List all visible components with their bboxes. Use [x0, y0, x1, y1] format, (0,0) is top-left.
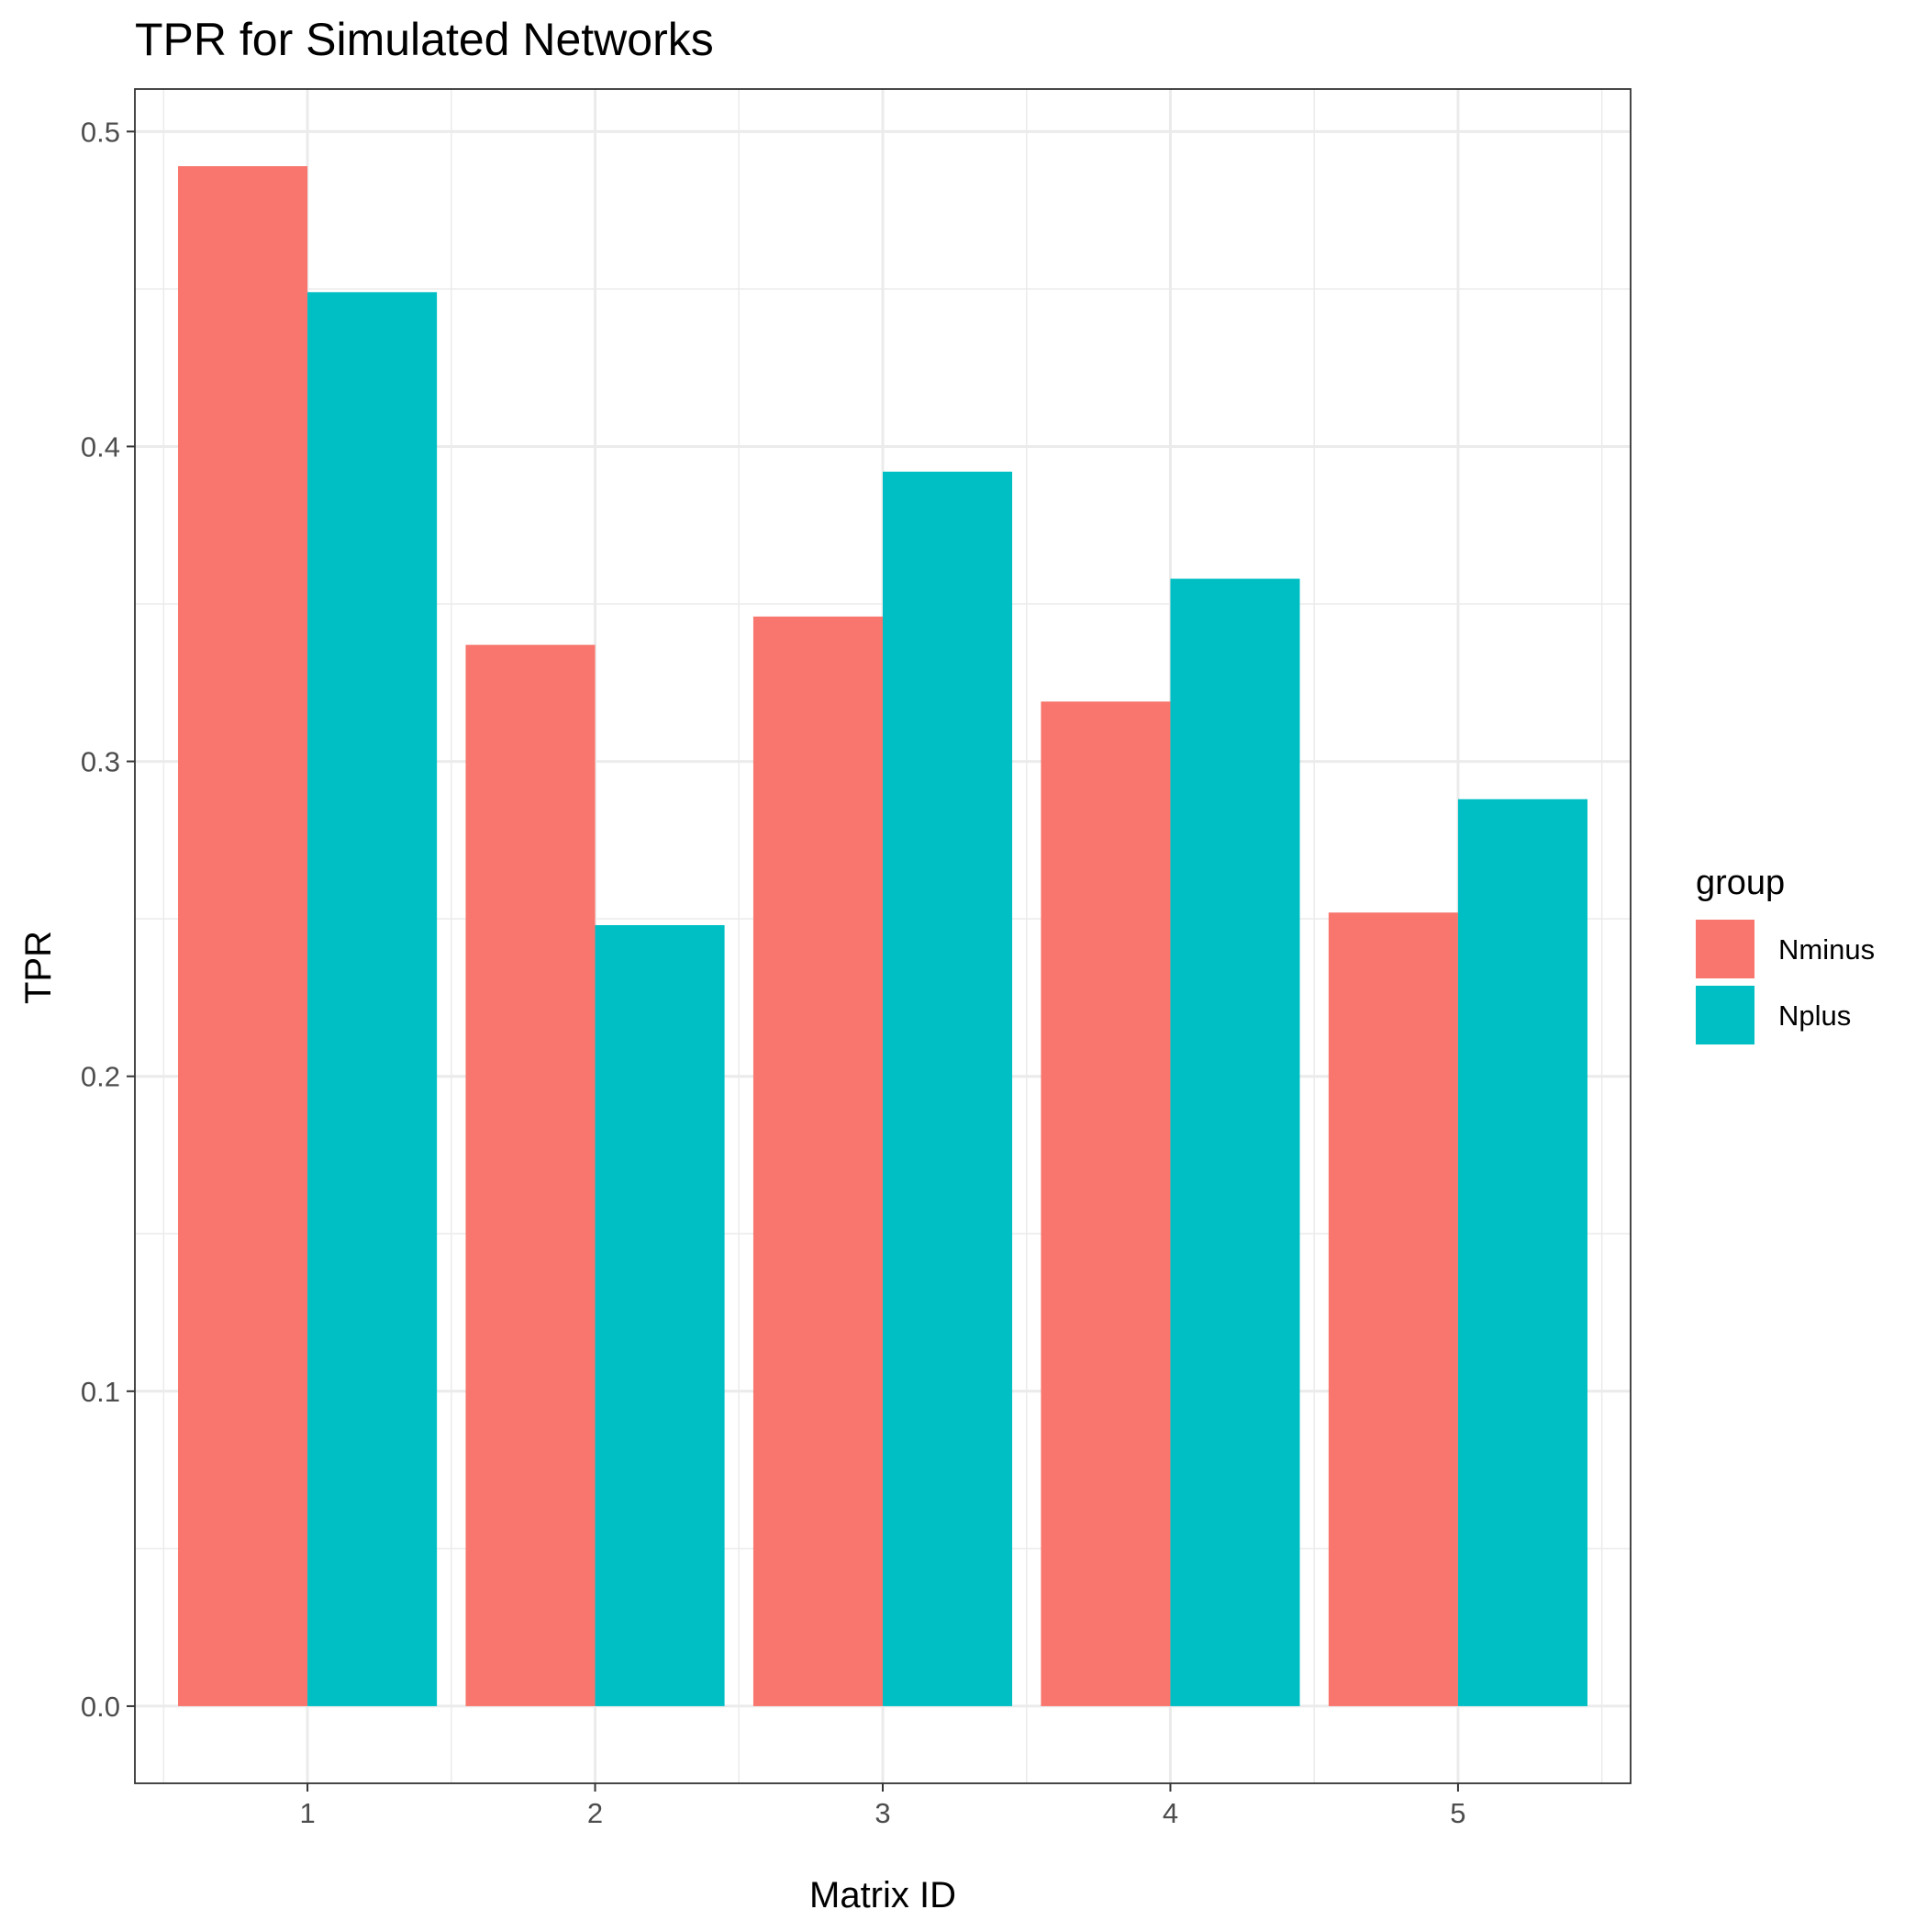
legend-key-nminus [1696, 920, 1754, 978]
y-axis-title: TPR [18, 931, 59, 1004]
axes: 0.0 0.1 0.2 0.3 0.4 0.5 1 2 3 4 5 [81, 88, 1632, 1829]
bar-nplus-1 [307, 292, 438, 1706]
x-tick-label: 1 [299, 1797, 315, 1829]
bar-nplus-5 [1457, 798, 1587, 1706]
bar-nplus-2 [595, 924, 725, 1706]
bar-nminus-2 [465, 644, 596, 1706]
x-tick-label: 4 [1163, 1797, 1178, 1829]
y-tick-label: 0.4 [81, 430, 120, 463]
bar-nminus-1 [178, 166, 308, 1706]
legend-key-nplus [1696, 986, 1754, 1044]
y-tick-label: 0.0 [81, 1691, 120, 1723]
bar-nminus-5 [1328, 912, 1458, 1706]
bar-nplus-4 [1170, 578, 1300, 1706]
legend: group Nminus Nplus [1696, 864, 1875, 1044]
bar-nminus-3 [752, 616, 883, 1706]
legend-title: group [1696, 864, 1785, 902]
legend-label-nminus: Nminus [1778, 933, 1875, 966]
y-tick-label: 0.5 [81, 116, 120, 148]
x-tick-label: 3 [874, 1797, 890, 1829]
bar-nminus-4 [1041, 701, 1171, 1706]
y-tick-label: 0.3 [81, 746, 120, 778]
chart-title: TPR for Simulated Networks [135, 14, 714, 65]
x-tick-label: 5 [1450, 1797, 1465, 1829]
bar-nplus-3 [883, 471, 1013, 1706]
y-tick-label: 0.2 [81, 1061, 120, 1093]
x-axis-title: Matrix ID [809, 1875, 956, 1915]
x-tick-label: 2 [587, 1797, 603, 1829]
legend-label-nplus: Nplus [1778, 1000, 1851, 1032]
y-tick-label: 0.1 [81, 1376, 120, 1408]
bars [178, 166, 1587, 1706]
